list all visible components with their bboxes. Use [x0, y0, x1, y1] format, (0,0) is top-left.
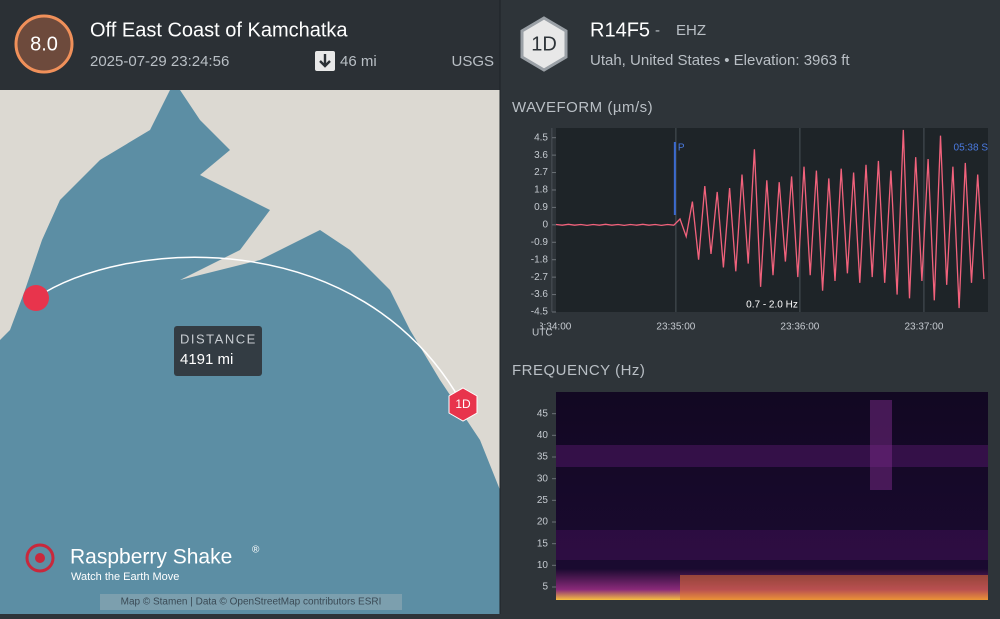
event-header — [0, 0, 500, 90]
y-tick-label: 40 — [537, 430, 549, 441]
p-pick-label: P — [678, 143, 685, 154]
station-badge — [520, 16, 568, 72]
separator: - — [655, 22, 660, 39]
y-tick-label: -3.6 — [531, 289, 549, 300]
spectrogram-band — [556, 530, 988, 560]
distance: 4191 mi — [180, 351, 233, 368]
event-time: 2025-07-29 23:24:56 — [90, 53, 229, 70]
y-tick-label: 45 — [537, 408, 549, 419]
y-tick-label: 20 — [537, 517, 549, 528]
y-tick-label: 10 — [537, 560, 549, 571]
frequency-title: FREQUENCY (Hz) — [512, 362, 645, 379]
filter-label: 0.7 - 2.0 Hz — [746, 300, 798, 311]
y-tick-label: 25 — [537, 495, 549, 506]
logo — [35, 553, 45, 563]
spectrogram-band — [680, 575, 988, 600]
y-tick-label: -0.9 — [531, 237, 549, 248]
spectrogram — [556, 392, 988, 600]
logo — [25, 543, 55, 573]
station-location: Utah, United States • Elevation: 3963 ft — [590, 52, 850, 69]
y-tick-label: 0.9 — [534, 202, 548, 213]
y-tick-label: 1.8 — [534, 185, 548, 196]
spectrogram-band — [870, 400, 892, 490]
depth: 46 mi — [340, 53, 377, 70]
y-tick-label: 4.5 — [534, 132, 548, 143]
source: USGS — [451, 53, 494, 70]
y-tick-label: -2.7 — [531, 272, 549, 283]
event-title: Off East Coast of Kamchatka — [90, 19, 348, 41]
y-tick-label: 35 — [537, 452, 549, 463]
station-marker[interactable] — [448, 387, 478, 422]
station-badge-label: 1D — [531, 33, 557, 55]
waveform — [555, 129, 985, 309]
y-tick-label: -4.5 — [531, 307, 549, 318]
station-marker-label: 1D — [455, 397, 471, 411]
y-tick-label: 2.7 — [534, 167, 548, 178]
spectrogram-band — [556, 445, 988, 467]
s-pick-label: 05:38 S — [954, 143, 989, 154]
brand: Raspberry Shake — [70, 546, 232, 569]
station-code: R14F5 — [590, 19, 650, 41]
arrow — [319, 54, 331, 68]
attribution: Map © Stamen | Data © OpenStreetMap cont… — [121, 597, 382, 608]
waveform-plot — [556, 128, 988, 312]
y-tick-label: 5 — [542, 582, 548, 593]
distance-box — [174, 326, 262, 376]
attribution-box — [100, 594, 402, 610]
epicenter[interactable] — [23, 285, 49, 311]
land — [180, 90, 500, 490]
waveform-title: WAVEFORM (µm/s) — [512, 99, 653, 116]
magnitude-badge — [14, 14, 74, 74]
x-tick-label: 23:36:00 — [780, 322, 819, 333]
y-tick-label: 30 — [537, 473, 549, 484]
x-axis-label: UTC — [532, 328, 553, 339]
y-tick-label: 15 — [537, 538, 549, 549]
distance-label: DISTANCE — [180, 331, 257, 346]
path-arc — [35, 256, 464, 406]
brand-mark: ® — [252, 545, 260, 556]
magnitude: 8.0 — [30, 33, 58, 55]
x-tick-label: 23:35:00 — [656, 322, 695, 333]
y-tick-label: 3.6 — [534, 150, 548, 161]
channel: EHZ — [676, 22, 706, 39]
tagline: Watch the Earth Move — [71, 571, 179, 583]
land — [0, 90, 170, 340]
x-tick-label: 23:37:00 — [904, 322, 943, 333]
y-tick-label: 0 — [542, 219, 548, 230]
y-tick-label: -1.8 — [531, 254, 549, 265]
x-tick-label: 23:34:00 — [532, 322, 571, 333]
